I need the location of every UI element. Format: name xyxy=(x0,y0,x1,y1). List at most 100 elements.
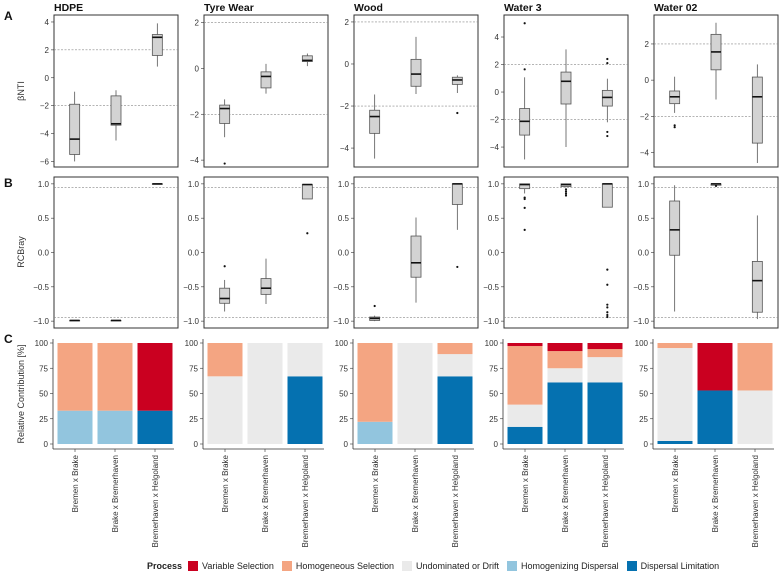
legend-swatch-homogenizing-dispersal xyxy=(507,561,518,571)
y-tick-label: 0 xyxy=(344,440,349,449)
box xyxy=(219,287,231,304)
x-tick-label: Brake x Bremerhaven xyxy=(561,455,570,532)
y-tick-label: 25 xyxy=(339,415,348,424)
bar-segment-dispersal-limitation xyxy=(437,376,473,444)
y-tick-label: −4 xyxy=(490,143,500,152)
y-tick-label: 0 xyxy=(495,88,500,97)
box xyxy=(260,278,272,295)
bar-segment-homogeneous-selection xyxy=(97,343,133,411)
y-tick-label: −2 xyxy=(490,116,500,125)
bar-segment-homogeneous-selection xyxy=(657,343,693,349)
y-tick-label: 0 xyxy=(195,64,200,73)
bar-segment-undominated-or-drift xyxy=(437,354,473,377)
bar-segment-variable-selection xyxy=(137,343,173,411)
x-tick-label: Bremen x Brake xyxy=(71,454,80,512)
y-tick-label: 75 xyxy=(39,364,48,373)
y-axis-label: βNTI xyxy=(16,81,26,101)
y-tick-label: −1.0 xyxy=(483,317,499,326)
bar-segment-dispersal-limitation xyxy=(547,382,583,444)
bar-segment-dispersal-limitation xyxy=(137,410,173,444)
box xyxy=(751,76,763,144)
y-tick-label: 0.0 xyxy=(338,249,350,258)
x-tick-label: Brake x Bremerhaven xyxy=(111,455,120,532)
y-tick-label: 0.0 xyxy=(188,249,200,258)
outlier-point xyxy=(223,162,226,165)
box xyxy=(601,183,613,208)
y-tick-label: −0.5 xyxy=(633,283,649,292)
panel-title: Water 02 xyxy=(654,2,698,14)
legend: Process Variable Selection Homogeneous S… xyxy=(147,559,727,573)
y-tick-label: 100 xyxy=(485,339,499,348)
outlier-point xyxy=(606,303,609,306)
bar-segment-variable-selection xyxy=(697,343,733,391)
bar-segment-dispersal-limitation xyxy=(507,426,543,444)
bar-segment-homogenizing-dispersal xyxy=(97,410,133,444)
bar-segment-undominated-or-drift xyxy=(397,343,433,444)
y-tick-label: 0 xyxy=(45,74,50,83)
box xyxy=(751,261,763,313)
outlier-point xyxy=(673,126,676,129)
y-tick-label: 75 xyxy=(189,364,198,373)
outlier-point xyxy=(523,206,526,209)
outlier-point xyxy=(373,304,376,308)
outlier-point xyxy=(564,190,568,193)
y-tick-label: 75 xyxy=(339,364,348,373)
outlier-point xyxy=(606,57,609,61)
y-tick-label: −4 xyxy=(190,156,200,165)
y-tick-label: 2 xyxy=(645,40,650,49)
legend-label: Undominated or Drift xyxy=(416,561,500,571)
legend-title: Process xyxy=(147,561,183,571)
bar-segment-homogeneous-selection xyxy=(357,343,393,422)
y-tick-label: 0.5 xyxy=(488,214,500,223)
y-tick-label: 0.5 xyxy=(638,214,650,223)
x-tick-label: Brake x Bremerhaven xyxy=(261,455,270,532)
outlier-point xyxy=(714,184,718,188)
outlier-point xyxy=(456,265,459,269)
box xyxy=(410,58,422,87)
y-tick-label: 100 xyxy=(335,339,349,348)
bar-segment-homogenizing-dispersal xyxy=(57,410,93,444)
x-tick-label: Bremerhaven x Helgoland xyxy=(451,455,460,548)
outlier-point xyxy=(606,130,609,134)
outlier-point xyxy=(306,232,309,235)
bar-segment-homogeneous-selection xyxy=(737,343,773,391)
panel-frame xyxy=(53,176,179,329)
bar-segment-dispersal-limitation xyxy=(657,440,693,444)
y-tick-label: 2 xyxy=(495,61,500,70)
y-tick-label: 50 xyxy=(189,390,198,399)
y-tick-label: 0.0 xyxy=(38,249,50,258)
box xyxy=(301,184,313,200)
y-tick-label: 2 xyxy=(195,19,200,28)
panel-title: Wood xyxy=(354,2,383,14)
y-tick-label: 0.5 xyxy=(188,214,200,223)
y-tick-label: 0 xyxy=(494,440,499,449)
panel-title: Tyre Wear xyxy=(204,2,254,14)
row-label: A xyxy=(4,9,13,23)
bar-segment-undominated-or-drift xyxy=(547,368,583,383)
y-tick-label: −1.0 xyxy=(33,317,49,326)
bar-segment-undominated-or-drift xyxy=(587,357,623,383)
box xyxy=(151,34,163,56)
bar-segment-undominated-or-drift xyxy=(507,404,543,427)
legend-label: Variable Selection xyxy=(202,561,274,571)
outlier-point xyxy=(223,265,226,268)
outlier-point xyxy=(564,194,568,197)
y-tick-label: −0.5 xyxy=(33,283,49,292)
y-tick-label: −2 xyxy=(40,102,50,111)
y-tick-label: −4 xyxy=(340,144,350,153)
outlier-point xyxy=(606,315,609,319)
box xyxy=(219,104,231,124)
bar-segment-variable-selection xyxy=(547,343,583,352)
bar-segment-homogeneous-selection xyxy=(57,343,93,411)
y-tick-label: 0 xyxy=(345,60,350,69)
outlier-point xyxy=(523,68,526,71)
bar-segment-homogeneous-selection xyxy=(437,343,473,355)
y-tick-label: 4 xyxy=(495,33,500,42)
outlier-point xyxy=(606,306,609,309)
box xyxy=(301,55,313,62)
outlier-point xyxy=(606,311,609,314)
y-tick-label: 50 xyxy=(39,390,48,399)
bar-segment-undominated-or-drift xyxy=(737,390,773,444)
bar-segment-variable-selection xyxy=(507,343,543,347)
y-tick-label: 100 xyxy=(635,339,649,348)
